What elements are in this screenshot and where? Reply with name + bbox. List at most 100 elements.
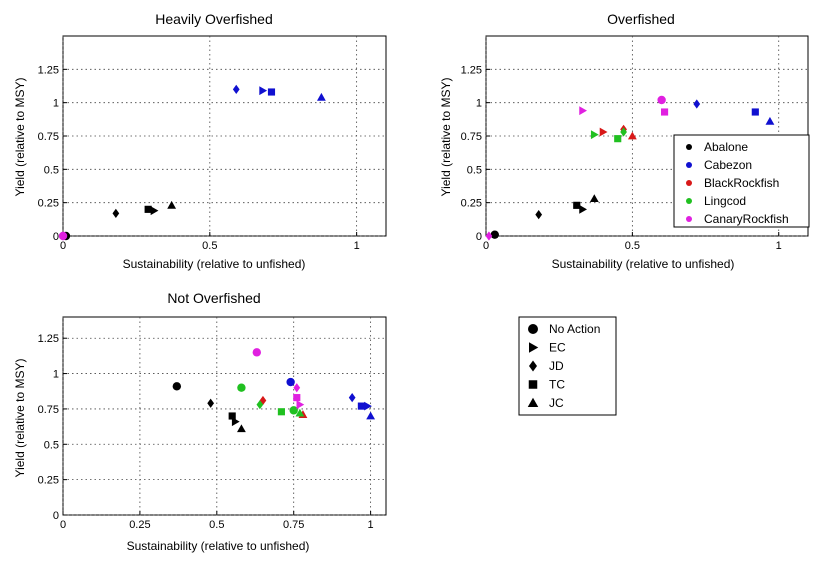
data-point-lingcod-square	[277, 408, 285, 416]
data-point-canaryrockfish-square	[660, 108, 669, 116]
data-point-lingcod-circle	[237, 383, 246, 392]
legend-swatch	[686, 180, 692, 186]
marker-legend: No Action EC JD TC JC	[518, 316, 617, 416]
panel-not-overfished: Not Overfished Sustainability (relative …	[13, 290, 387, 553]
data-point-abalone-square	[228, 412, 236, 420]
data-point-canaryrockfish-circle	[657, 95, 666, 105]
data-point-abalone-diamond	[112, 208, 120, 218]
data-point-abalone-triangle-right	[579, 204, 588, 214]
legend-marker-triangle-up	[527, 397, 539, 407]
data-point-lingcod-triangle-right	[590, 130, 599, 140]
y-tick-label: 0.25	[38, 475, 59, 487]
y-tick-label: 0	[53, 231, 59, 243]
chart-title: Overfished	[607, 11, 675, 27]
legend-label: TC	[549, 378, 565, 392]
legend-marker-triangle-right	[529, 342, 539, 353]
legend-label: CanaryRockfish	[704, 212, 789, 226]
y-tick-label: 0	[476, 231, 482, 243]
data-point-canaryrockfish-triangle-right	[579, 106, 588, 116]
data-point-abalone-diamond	[535, 210, 543, 220]
legend-marker-square	[528, 380, 538, 389]
legend-swatch	[686, 162, 692, 168]
x-tick-label: 0.25	[129, 519, 150, 531]
data-point-cabezon-square	[267, 88, 276, 96]
data-point-abalone-diamond	[207, 398, 215, 408]
data-point-lingcod-square	[614, 135, 622, 143]
x-axis-label: Sustainability (relative to unfished)	[552, 257, 735, 271]
data-point-cabezon-diamond	[693, 99, 701, 109]
y-tick-label: 0	[53, 510, 59, 522]
species-legend: Abalone Cabezon BlackRockfish Lingcod Canary…	[673, 134, 810, 228]
y-axis-label: Yield (relative to MSY)	[13, 359, 27, 478]
y-tick-label: 0.25	[461, 198, 482, 210]
legend-label: EC	[549, 341, 566, 355]
y-tick-label: 1.25	[461, 64, 482, 76]
data-point-canaryrockfish-square	[293, 394, 301, 402]
data-point-cabezon-triangle-right	[364, 401, 372, 411]
x-axis-label: Sustainability (relative to unfished)	[127, 539, 310, 553]
x-tick-label: 0.75	[283, 519, 304, 531]
plot-area	[62, 35, 387, 237]
x-tick-label: 0.5	[202, 240, 217, 252]
data-point-abalone-circle	[490, 230, 499, 239]
data-point-abalone-circle	[172, 382, 182, 391]
x-tick-label: 1	[368, 519, 374, 531]
x-tick-label: 1	[776, 240, 782, 252]
data-point-canaryrockfish-triangle-right	[296, 400, 305, 410]
chart-title: Not Overfished	[167, 290, 260, 306]
legend-label: BlackRockfish	[704, 176, 779, 190]
data-point-lingcod-diamond	[256, 400, 264, 410]
data-point-canaryrockfish-circle	[252, 348, 261, 357]
x-tick-label: 0	[483, 240, 489, 252]
plot-area	[62, 316, 387, 516]
data-point-abalone-triangle-up	[237, 424, 246, 433]
data-point-blackrockfish-triangle-up	[627, 131, 637, 140]
y-tick-label: 1.25	[38, 333, 59, 345]
legend-label: Abalone	[704, 140, 748, 154]
data-point-cabezon-triangle-up	[765, 116, 775, 125]
legend-label: JC	[549, 396, 564, 410]
legend-marker-circle	[528, 324, 538, 334]
data-point-cabezon-diamond	[232, 84, 240, 94]
y-tick-label: 0.75	[38, 131, 59, 143]
data-point-lingcod-diamond	[620, 127, 627, 137]
y-tick-label: 0.5	[44, 439, 59, 451]
data-point-abalone-square	[573, 201, 581, 209]
y-tick-label: 0.75	[38, 404, 59, 416]
legend-box	[673, 134, 810, 228]
y-tick-label: 1.25	[38, 64, 59, 76]
data-point-cabezon-triangle-up	[366, 411, 376, 420]
y-tick-label: 0.25	[38, 198, 59, 210]
data-point-abalone-square	[144, 205, 152, 213]
data-point-lingcod-triangle-up	[295, 408, 305, 417]
legend-label: Cabezon	[704, 158, 752, 172]
data-point-abalone-triangle-up	[589, 194, 599, 203]
x-tick-label: 0.5	[209, 519, 224, 531]
x-tick-label: 0	[60, 519, 66, 531]
data-point-canaryrockfish-diamond	[293, 383, 301, 393]
data-point-abalone-triangle-up	[167, 200, 177, 209]
legend-swatch	[686, 198, 692, 204]
y-tick-label: 0.5	[467, 164, 482, 176]
x-axis-label: Sustainability (relative to unfished)	[123, 257, 306, 271]
data-point-blackrockfish-diamond	[259, 395, 267, 406]
chart-title: Heavily Overfished	[155, 11, 273, 27]
panel-heavily-overfished: Heavily Overfished Sustainability (relat…	[13, 11, 387, 271]
y-axis-label: Yield (relative to MSY)	[439, 78, 453, 197]
legend-marker-diamond	[529, 360, 537, 372]
legend-label: JD	[549, 359, 564, 373]
data-point-blackrockfish-triangle-right	[599, 127, 608, 137]
data-point-cabezon-triangle-right	[259, 86, 268, 96]
data-point-cabezon-diamond	[348, 392, 356, 403]
y-axis-label: Yield (relative to MSY)	[13, 78, 27, 197]
x-tick-label: 0.5	[625, 240, 640, 252]
x-tick-label: 1	[354, 240, 360, 252]
data-point-cabezon-square	[751, 108, 759, 116]
y-tick-label: 1	[53, 369, 59, 381]
legend-swatch	[686, 144, 692, 150]
y-tick-label: 0.5	[44, 164, 59, 176]
data-point-canaryrockfish-diamond	[59, 231, 67, 241]
data-point-cabezon-square	[357, 402, 365, 410]
data-point-abalone-triangle-right	[150, 206, 159, 216]
